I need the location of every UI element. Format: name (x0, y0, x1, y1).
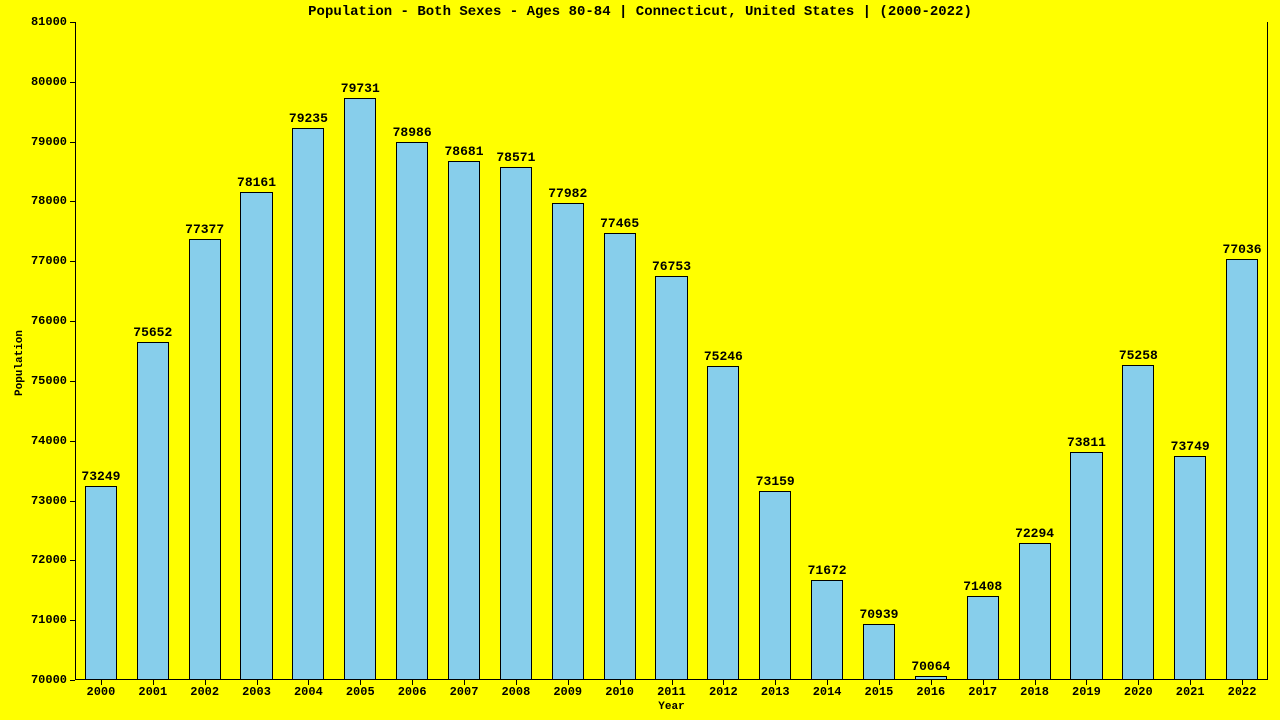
bar-value-label: 75258 (1112, 348, 1164, 363)
bar-value-label: 73159 (749, 474, 801, 489)
ytick-label: 73000 (0, 494, 67, 508)
bar (85, 486, 117, 680)
ytick-mark (70, 501, 75, 502)
ytick-mark (70, 261, 75, 262)
bar-value-label: 73749 (1164, 439, 1216, 454)
xtick-label: 2017 (957, 685, 1009, 699)
bar (759, 491, 791, 680)
bar-value-label: 75246 (697, 349, 749, 364)
bar-value-label: 77465 (594, 216, 646, 231)
bar-value-label: 71408 (957, 579, 1009, 594)
xtick-label: 2007 (438, 685, 490, 699)
ytick-mark (70, 321, 75, 322)
ytick-mark (70, 381, 75, 382)
bar (811, 580, 843, 680)
bar (552, 203, 584, 680)
bar-value-label: 79235 (282, 111, 334, 126)
bar (1019, 543, 1051, 680)
xtick-label: 2005 (334, 685, 386, 699)
bar (448, 161, 480, 680)
bar-value-label: 76753 (646, 259, 698, 274)
bar (967, 596, 999, 680)
xtick-label: 2018 (1009, 685, 1061, 699)
bar-value-label: 72294 (1009, 526, 1061, 541)
bar-value-label: 75652 (127, 325, 179, 340)
chart-stage: Population - Both Sexes - Ages 80-84 | C… (0, 0, 1280, 720)
ytick-label: 78000 (0, 194, 67, 208)
bar-value-label: 70064 (905, 659, 957, 674)
xtick-label: 2012 (697, 685, 749, 699)
ytick-label: 75000 (0, 374, 67, 388)
ytick-label: 77000 (0, 254, 67, 268)
ytick-mark (70, 82, 75, 83)
ytick-label: 81000 (0, 15, 67, 29)
bar (500, 167, 532, 680)
bar-value-label: 78681 (438, 144, 490, 159)
ytick-label: 79000 (0, 135, 67, 149)
xtick-label: 2006 (386, 685, 438, 699)
ytick-mark (70, 22, 75, 23)
chart-title: Population - Both Sexes - Ages 80-84 | C… (0, 4, 1280, 20)
xtick-label: 2011 (646, 685, 698, 699)
bar (655, 276, 687, 680)
bar-value-label: 78161 (231, 175, 283, 190)
xtick-label: 2000 (75, 685, 127, 699)
ytick-label: 76000 (0, 314, 67, 328)
bar-value-label: 77036 (1216, 242, 1268, 257)
bar-value-label: 73811 (1061, 435, 1113, 450)
x-axis-label: Year (75, 701, 1268, 713)
xtick-label: 2016 (905, 685, 957, 699)
ytick-label: 74000 (0, 434, 67, 448)
ytick-label: 80000 (0, 75, 67, 89)
xtick-label: 2009 (542, 685, 594, 699)
ytick-label: 72000 (0, 553, 67, 567)
bar (240, 192, 272, 680)
xtick-label: 2022 (1216, 685, 1268, 699)
xtick-label: 2010 (594, 685, 646, 699)
bar-value-label: 79731 (334, 81, 386, 96)
axis-line (1267, 22, 1268, 680)
bar-value-label: 78571 (490, 150, 542, 165)
bar-value-label: 77982 (542, 186, 594, 201)
bar-value-label: 78986 (386, 125, 438, 140)
bar (137, 342, 169, 680)
bar (1174, 456, 1206, 680)
xtick-label: 2015 (853, 685, 905, 699)
axis-line (75, 22, 76, 680)
xtick-label: 2014 (801, 685, 853, 699)
xtick-label: 2002 (179, 685, 231, 699)
bar (707, 366, 739, 680)
ytick-mark (70, 441, 75, 442)
ytick-label: 70000 (0, 673, 67, 687)
ytick-mark (70, 620, 75, 621)
bar-value-label: 73249 (75, 469, 127, 484)
xtick-label: 2004 (282, 685, 334, 699)
xtick-label: 2020 (1112, 685, 1164, 699)
xtick-label: 2013 (749, 685, 801, 699)
xtick-label: 2021 (1164, 685, 1216, 699)
ytick-mark (70, 680, 75, 681)
bar-value-label: 70939 (853, 607, 905, 622)
ytick-label: 71000 (0, 613, 67, 627)
bar (1070, 452, 1102, 680)
ytick-mark (70, 201, 75, 202)
bar (863, 624, 895, 680)
xtick-label: 2008 (490, 685, 542, 699)
bar (1122, 365, 1154, 680)
plot-area: 73249 75652 77377 78161 7923579731 7898678681… (75, 22, 1268, 680)
bar (396, 142, 428, 680)
bar (1226, 259, 1258, 680)
bar (292, 128, 324, 680)
xtick-label: 2019 (1061, 685, 1113, 699)
ytick-mark (70, 142, 75, 143)
bar-value-label: 71672 (801, 563, 853, 578)
bar-value-label: 77377 (179, 222, 231, 237)
bar (189, 239, 221, 680)
xtick-label: 2003 (231, 685, 283, 699)
ytick-mark (70, 560, 75, 561)
xtick-label: 2001 (127, 685, 179, 699)
bar (344, 98, 376, 680)
bar (604, 233, 636, 680)
